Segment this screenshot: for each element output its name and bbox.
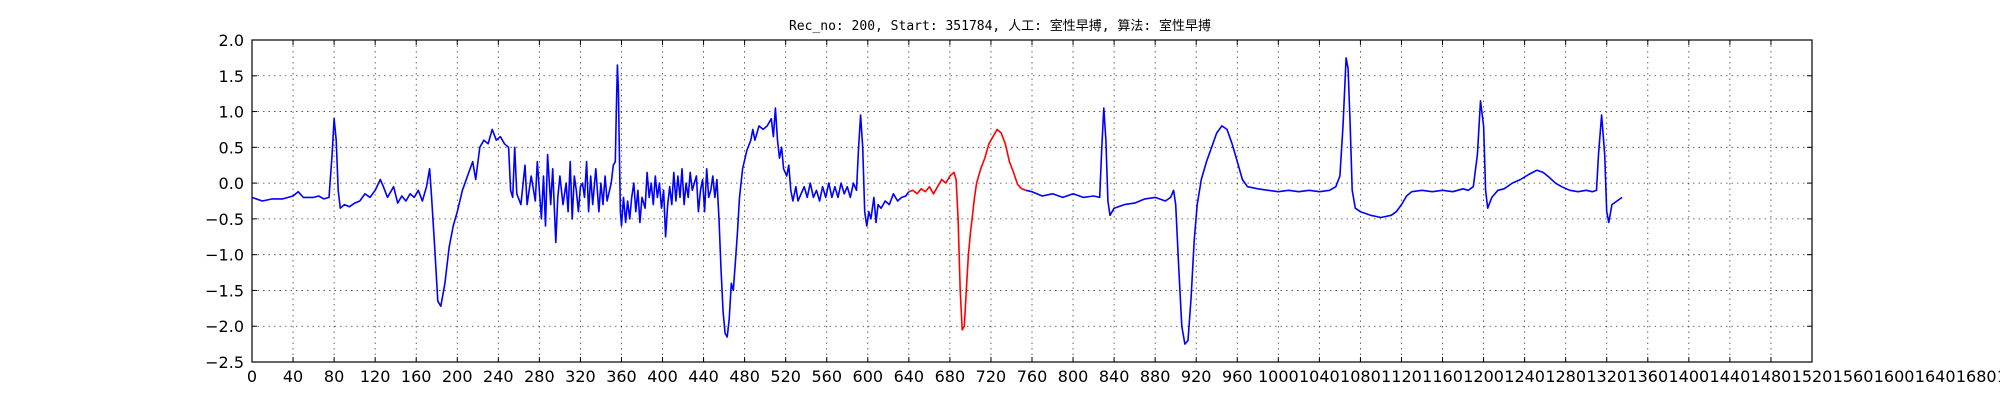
x-tick-label: 920	[1181, 367, 1212, 386]
x-tick-label: 120	[360, 367, 391, 386]
x-tick-label: 320	[565, 367, 596, 386]
x-tick-label: 0	[247, 367, 257, 386]
x-tick-label: 1240	[1504, 367, 1545, 386]
x-tick-label: 640	[894, 367, 925, 386]
x-tick-label: 960	[1222, 367, 1253, 386]
x-tick-label: 1320	[1586, 367, 1627, 386]
x-tick-label: 1560	[1833, 367, 1874, 386]
x-tick-label: 160	[401, 367, 432, 386]
axis-ticks: 2.0 1.5 1.0 0.5 0.0 −0.5 −1.0 −1.5 −2.0 −2.50 40 80…	[205, 31, 2000, 386]
series-line-1	[251, 64, 910, 338]
x-tick-label: 1200	[1463, 367, 1504, 386]
y-tick-label: −0.5	[205, 210, 244, 229]
x-tick-label: 1480	[1751, 367, 1792, 386]
x-tick-label: 200	[442, 367, 473, 386]
x-tick-label: 40	[283, 367, 303, 386]
y-tick-label: 2.0	[219, 31, 244, 50]
x-tick-label: 1160	[1422, 367, 1463, 386]
x-tick-label: 1720	[1997, 367, 2000, 386]
x-tick-label: 720	[976, 367, 1007, 386]
x-tick-label: 1360	[1627, 367, 1668, 386]
x-tick-label: 1040	[1299, 367, 1340, 386]
x-tick-label: 800	[1058, 367, 1089, 386]
series-line-2	[908, 128, 1027, 331]
x-tick-label: 1120	[1381, 367, 1422, 386]
y-tick-label: 1.0	[219, 103, 244, 122]
series-line-3	[1025, 57, 1623, 345]
y-tick-label: −1.5	[205, 281, 244, 300]
x-tick-label: 400	[647, 367, 678, 386]
y-tick-label: 0.5	[219, 138, 244, 157]
x-tick-label: 680	[935, 367, 966, 386]
y-tick-label: −2.0	[205, 317, 244, 336]
y-tick-label: −1.0	[205, 246, 244, 265]
x-tick-label: 520	[770, 367, 801, 386]
x-tick-label: 560	[811, 367, 842, 386]
x-tick-label: 600	[853, 367, 884, 386]
signal-series	[251, 57, 1623, 345]
y-tick-label: 0.0	[219, 174, 244, 193]
x-tick-label: 1640	[1915, 367, 1956, 386]
x-tick-label: 240	[483, 367, 514, 386]
y-tick-label: −2.5	[205, 353, 244, 372]
x-tick-label: 360	[606, 367, 637, 386]
x-tick-label: 440	[688, 367, 719, 386]
x-tick-label: 280	[524, 367, 555, 386]
x-tick-label: 760	[1017, 367, 1048, 386]
x-tick-label: 1600	[1874, 367, 1915, 386]
x-tick-label: 1400	[1668, 367, 1709, 386]
x-tick-label: 1680	[1956, 367, 1997, 386]
y-tick-label: 1.5	[219, 67, 244, 86]
x-tick-label: 1440	[1710, 367, 1751, 386]
x-tick-label: 880	[1140, 367, 1171, 386]
x-tick-label: 1000	[1258, 367, 1299, 386]
x-tick-label: 840	[1099, 367, 1130, 386]
x-tick-label: 1080	[1340, 367, 1381, 386]
x-tick-label: 80	[324, 367, 344, 386]
x-tick-label: 1520	[1792, 367, 1833, 386]
x-tick-label: 480	[729, 367, 760, 386]
chart-title: Rec_no: 200, Start: 351784, 人工: 室性早搏, 算法…	[789, 18, 1211, 34]
grid-lines	[252, 40, 1812, 362]
x-tick-label: 1280	[1545, 367, 1586, 386]
